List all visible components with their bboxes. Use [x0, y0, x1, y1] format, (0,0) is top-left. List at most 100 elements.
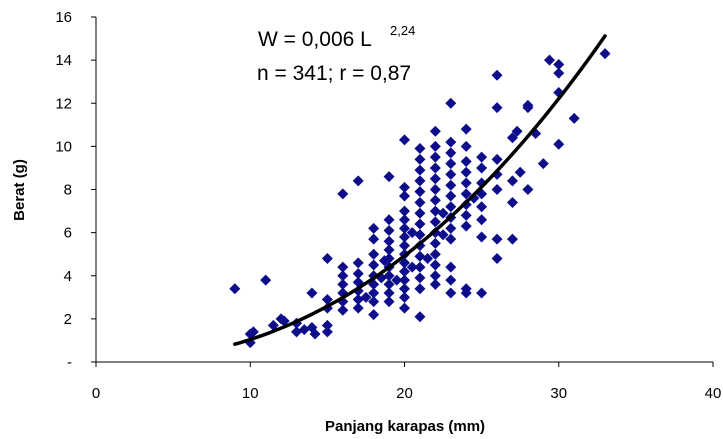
- data-point: [445, 261, 457, 273]
- data-point: [399, 134, 410, 146]
- data-point: [429, 205, 441, 217]
- data-point: [414, 229, 426, 241]
- data-point: [414, 261, 426, 273]
- data-point: [460, 220, 472, 232]
- data-point: [414, 196, 426, 208]
- data-point: [278, 315, 290, 327]
- data-point: [506, 233, 518, 245]
- data-point: [476, 231, 488, 243]
- data-point: [553, 67, 565, 79]
- data-point: [460, 166, 472, 178]
- equation-label: W = 0,006 L: [258, 28, 372, 51]
- data-point: [414, 143, 426, 155]
- data-point: [429, 270, 441, 282]
- data-points: [229, 48, 611, 349]
- data-point: [368, 233, 380, 245]
- x-tick-label: 0: [92, 385, 100, 402]
- data-point: [406, 227, 418, 239]
- data-point: [414, 283, 426, 295]
- data-point: [514, 166, 526, 178]
- y-tick-label: 16: [55, 9, 72, 26]
- x-tick-label: 10: [242, 385, 259, 402]
- y-tick-label: 8: [64, 182, 72, 199]
- data-point: [506, 175, 518, 187]
- data-point: [445, 274, 457, 286]
- data-point: [491, 184, 503, 195]
- data-point: [429, 151, 441, 163]
- data-point: [414, 311, 426, 323]
- data-point: [352, 268, 364, 280]
- data-point: [368, 296, 380, 308]
- data-point: [337, 278, 349, 290]
- data-point: [599, 48, 611, 60]
- data-point: [429, 237, 441, 249]
- data-point: [491, 233, 503, 245]
- data-point: [383, 244, 395, 256]
- data-point: [460, 177, 472, 189]
- y-ticks: - 2 4 6 8 10 12 14 16: [55, 9, 96, 371]
- data-point: [445, 233, 457, 245]
- data-point: [260, 274, 272, 286]
- data-point: [383, 253, 395, 264]
- data-point: [399, 231, 410, 243]
- data-point: [337, 261, 349, 273]
- data-point: [399, 291, 410, 303]
- y-tick-label: -: [67, 354, 72, 371]
- x-tick-label: 40: [705, 385, 722, 402]
- data-point: [429, 162, 441, 174]
- data-point: [368, 259, 380, 271]
- data-point: [429, 194, 441, 206]
- data-point: [383, 296, 395, 308]
- data-point: [383, 171, 395, 183]
- data-point: [522, 102, 534, 114]
- data-point: [399, 302, 410, 314]
- equation-exponent: 2,24: [390, 23, 415, 38]
- data-point: [229, 283, 241, 295]
- data-point: [476, 151, 488, 163]
- data-point: [445, 136, 457, 148]
- data-point: [476, 214, 488, 226]
- data-point: [321, 253, 333, 264]
- data-point: [391, 274, 403, 286]
- data-point: [414, 164, 426, 176]
- data-point: [383, 270, 395, 282]
- data-point: [399, 205, 410, 217]
- data-point: [383, 214, 395, 226]
- data-point: [445, 158, 457, 170]
- data-point: [429, 278, 441, 290]
- y-tick-label: 6: [64, 225, 72, 242]
- data-point: [445, 168, 457, 180]
- data-point: [247, 326, 259, 338]
- data-point: [352, 175, 364, 187]
- data-point: [352, 257, 364, 269]
- x-tick-label: 30: [550, 385, 567, 402]
- data-point: [445, 222, 457, 234]
- data-point: [383, 287, 395, 299]
- data-point: [491, 102, 503, 114]
- y-tick-label: 2: [64, 311, 72, 328]
- data-point: [445, 147, 457, 159]
- data-point: [506, 132, 518, 144]
- data-point: [429, 259, 441, 271]
- data-point: [476, 162, 488, 174]
- data-point: [476, 287, 488, 299]
- data-point: [414, 272, 426, 284]
- data-point: [422, 253, 434, 264]
- data-point: [368, 287, 380, 299]
- data-point: [429, 216, 441, 228]
- data-point: [368, 248, 380, 260]
- data-point: [306, 287, 318, 299]
- data-point: [445, 190, 457, 202]
- data-point: [383, 278, 395, 290]
- data-point: [460, 155, 472, 167]
- data-point: [460, 140, 472, 152]
- data-point: [352, 293, 364, 305]
- data-point: [399, 240, 410, 252]
- data-point: [321, 319, 333, 331]
- data-point: [321, 326, 333, 338]
- data-point: [337, 270, 349, 282]
- data-point: [414, 218, 426, 230]
- data-point: [352, 302, 364, 314]
- data-point: [437, 229, 449, 241]
- data-point: [368, 222, 380, 234]
